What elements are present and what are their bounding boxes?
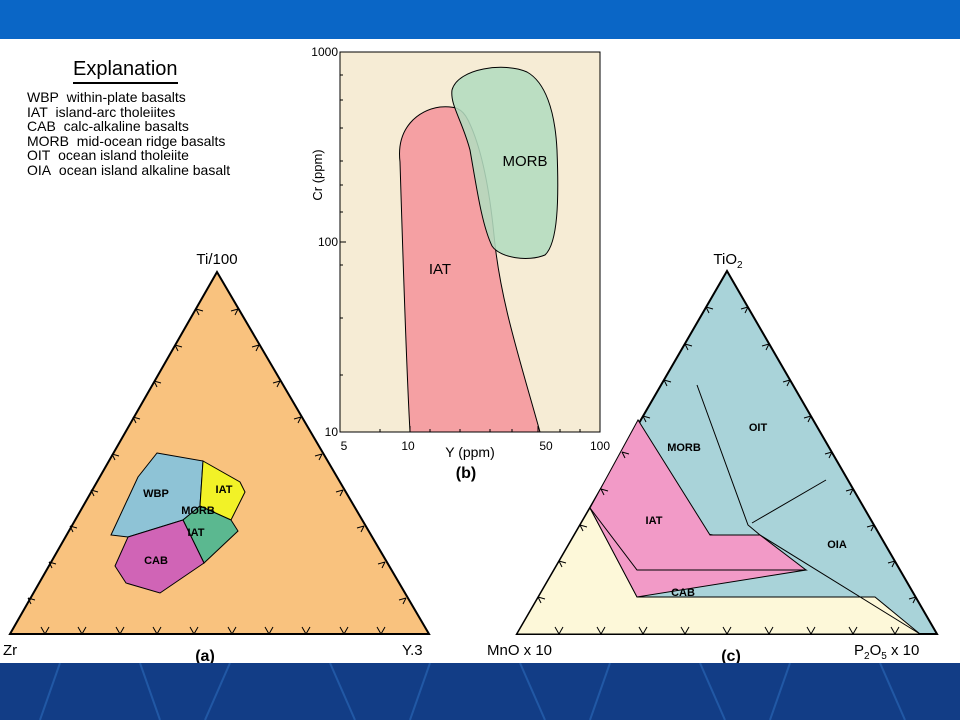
header-band xyxy=(0,0,960,39)
field-a-iat-lower-label: IAT xyxy=(188,527,205,539)
y-tick-1000: 1000 xyxy=(311,45,338,59)
x-tick-5: 5 xyxy=(341,439,348,453)
legend-item-morb: MORB mid-ocean ridge basalts xyxy=(27,132,226,149)
x-tick-100: 100 xyxy=(590,439,610,453)
y-tick-100: 100 xyxy=(318,235,338,249)
field-a-iat-upper-label: IAT xyxy=(216,484,233,496)
apex-c-right: P2O5 x 10 xyxy=(854,642,919,662)
field-a-iat-upper xyxy=(199,460,246,521)
field-a-morb-label: MORB xyxy=(181,505,215,517)
triangle-a xyxy=(8,270,431,635)
field-a-cab xyxy=(114,519,205,594)
apex-c-left: MnO x 10 xyxy=(487,642,552,659)
triangle-c-ticks xyxy=(537,306,917,635)
explanation-title: Explanation xyxy=(73,58,178,84)
field-a-morb xyxy=(182,505,239,564)
triangle-a-ticks xyxy=(27,308,407,635)
y-axis-label-b: Cr (ppm) xyxy=(310,149,325,200)
field-c-morb-label: MORB xyxy=(667,442,701,454)
diagram-c: MORB OIT IAT OIA CAB TiO2 MnO x 10 P2O5 … xyxy=(487,251,939,665)
field-c-oit-label: OIT xyxy=(749,422,768,434)
legend-item-oit: OIT ocean island tholeiite xyxy=(27,147,189,163)
field-c-cab-label: CAB xyxy=(671,587,695,599)
explanation-legend: Explanation WBP within-plate basalts IAT… xyxy=(27,58,230,177)
apex-a-left: Zr xyxy=(3,642,17,659)
caption-a: (a) xyxy=(195,648,215,665)
field-b-morb xyxy=(451,66,559,259)
footer-band xyxy=(0,663,960,720)
y-tick-10: 10 xyxy=(325,425,339,439)
diagram-b: 1000 100 10 5 10 50 100 Y (ppm) Cr (ppm)… xyxy=(310,45,610,482)
x-tick-10: 10 xyxy=(401,439,415,453)
x-tick-50: 50 xyxy=(539,439,553,453)
caption-b: (b) xyxy=(456,465,476,482)
caption-c: (c) xyxy=(721,648,741,665)
legend-item-wbp: WBP within-plate basalts xyxy=(27,89,186,105)
field-b-iat-label: IAT xyxy=(429,261,451,278)
footer-pattern xyxy=(39,663,906,720)
legend-item-oia: OIA ocean island alkaline basalt xyxy=(27,161,231,178)
field-b-morb-label: MORB xyxy=(503,153,548,170)
diagram-a: WBP IAT MORB IAT CAB Ti/100 Zr Y.3 (a) xyxy=(3,251,431,665)
legend-item-cab: CAB calc-alkaline basalts xyxy=(27,118,189,134)
explanation-list: WBP within-plate basalts IAT island-arc … xyxy=(27,90,230,177)
field-a-wbp-label: WBP xyxy=(143,488,169,500)
field-c-boundaries xyxy=(589,384,921,635)
x-axis-label-b: Y (ppm) xyxy=(445,444,495,460)
field-a-cab-label: CAB xyxy=(144,555,168,567)
apex-a-right: Y.3 xyxy=(402,642,423,659)
legend-item-iat: IAT island-arc tholeiites xyxy=(27,103,176,120)
apex-c-top: TiO2 xyxy=(713,251,743,271)
field-c-iat-label: IAT xyxy=(646,515,663,527)
field-c-oia-label: OIA xyxy=(827,539,847,551)
plot-b-ticks xyxy=(340,51,581,433)
apex-a-top: Ti/100 xyxy=(196,251,237,268)
field-c-iat-clean xyxy=(637,420,806,570)
